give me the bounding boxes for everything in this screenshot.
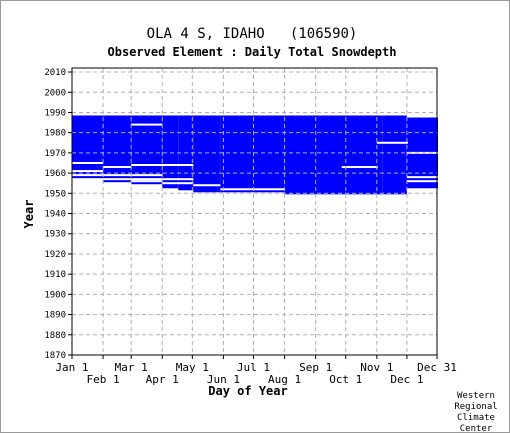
grid	[71, 67, 438, 356]
x-tick-label: Mar 1	[115, 361, 148, 374]
x-tick-label: Oct 1	[329, 373, 362, 386]
gap-strip	[341, 166, 378, 169]
x-tick-label: Nov 1	[360, 361, 393, 374]
y-tick-label: 1880	[44, 331, 66, 341]
gap-strip	[131, 164, 194, 167]
y-tick-label: 1890	[44, 311, 66, 321]
gap-strip	[193, 184, 221, 187]
x-tick-label: Jan 1	[55, 361, 88, 374]
gap-strip	[162, 178, 194, 181]
coverage-block	[162, 115, 179, 189]
gap-strip	[376, 141, 408, 144]
x-tick-label: May 1	[176, 361, 209, 374]
credit-line-3: Climate	[457, 413, 495, 423]
coverage-block	[220, 115, 285, 193]
y-tick-label: 1930	[44, 230, 66, 240]
x-tick-label: Feb 1	[87, 373, 120, 386]
x-tick-label: Dec 31	[417, 361, 457, 374]
gap-strip	[103, 174, 132, 177]
y-tick-label: 2000	[44, 88, 66, 98]
gap-strip	[162, 182, 194, 185]
credit-line-2: Regional	[454, 402, 497, 412]
data-coverage	[72, 115, 439, 195]
y-tick-label: 1920	[44, 250, 66, 260]
gap-strip	[131, 178, 163, 181]
gap-strip	[131, 180, 163, 183]
coverage-block	[72, 115, 104, 179]
y-tick-label: 2010	[44, 68, 66, 78]
x-axis: Jan 1 Mar 1 May 1 Jul 1 Sep 1 Nov 1 Dec 31 Feb …	[55, 355, 457, 386]
y-tick-label: 1990	[44, 108, 66, 118]
gap-strip	[72, 174, 104, 177]
coverage-block	[382, 115, 407, 195]
gap-strip	[406, 180, 439, 183]
x-tick-label: Apr 1	[146, 373, 179, 386]
coverage-block	[284, 115, 383, 195]
y-axis: 1870 1880 1890 1900 1910 1920 1930 1940 1950 1960…	[44, 68, 72, 361]
x-tick-label: Jul 1	[237, 361, 270, 374]
plot-border	[71, 67, 438, 356]
gap-strip	[72, 161, 104, 164]
gap-strip	[72, 170, 104, 173]
gap-strip	[131, 123, 163, 126]
x-axis-title: Day of Year	[208, 384, 287, 398]
credit-line-1: Western	[457, 391, 495, 401]
gap-strip	[103, 178, 132, 181]
x-tick-label: Dec 1	[390, 373, 423, 386]
data-gaps	[72, 123, 439, 191]
y-tick-label: 1910	[44, 270, 66, 280]
y-tick-label: 1970	[44, 149, 66, 159]
y-tick-label: 1950	[44, 189, 66, 199]
x-tick-label: Jun 1	[207, 373, 240, 386]
credit-text: Western Regional Climate Center	[454, 391, 497, 433]
coverage-block	[193, 115, 221, 193]
plot-area	[72, 68, 437, 355]
coverage-block	[131, 115, 163, 185]
y-tick-label: 1980	[44, 129, 66, 139]
gap-strip	[406, 176, 439, 179]
y-tick-label: 1870	[44, 351, 66, 361]
y-tick-label: 1900	[44, 290, 66, 300]
gap-strip	[220, 188, 285, 191]
y-tick-label: 1960	[44, 169, 66, 179]
chart-title: OLA 4 S, IDAHO (106590)	[147, 26, 358, 42]
gap-strip	[131, 174, 163, 177]
plot-background	[72, 68, 437, 355]
gap-strip	[103, 166, 132, 169]
credit-line-4: Center	[460, 424, 493, 433]
x-tick-label: Aug 1	[268, 373, 301, 386]
y-tick-label: 1940	[44, 210, 66, 220]
coverage-block	[103, 115, 132, 183]
chart-subtitle: Observed Element : Daily Total Snowdepth	[108, 45, 397, 59]
y-axis-title: Year	[22, 200, 36, 229]
x-tick-label: Sep 1	[299, 361, 332, 374]
